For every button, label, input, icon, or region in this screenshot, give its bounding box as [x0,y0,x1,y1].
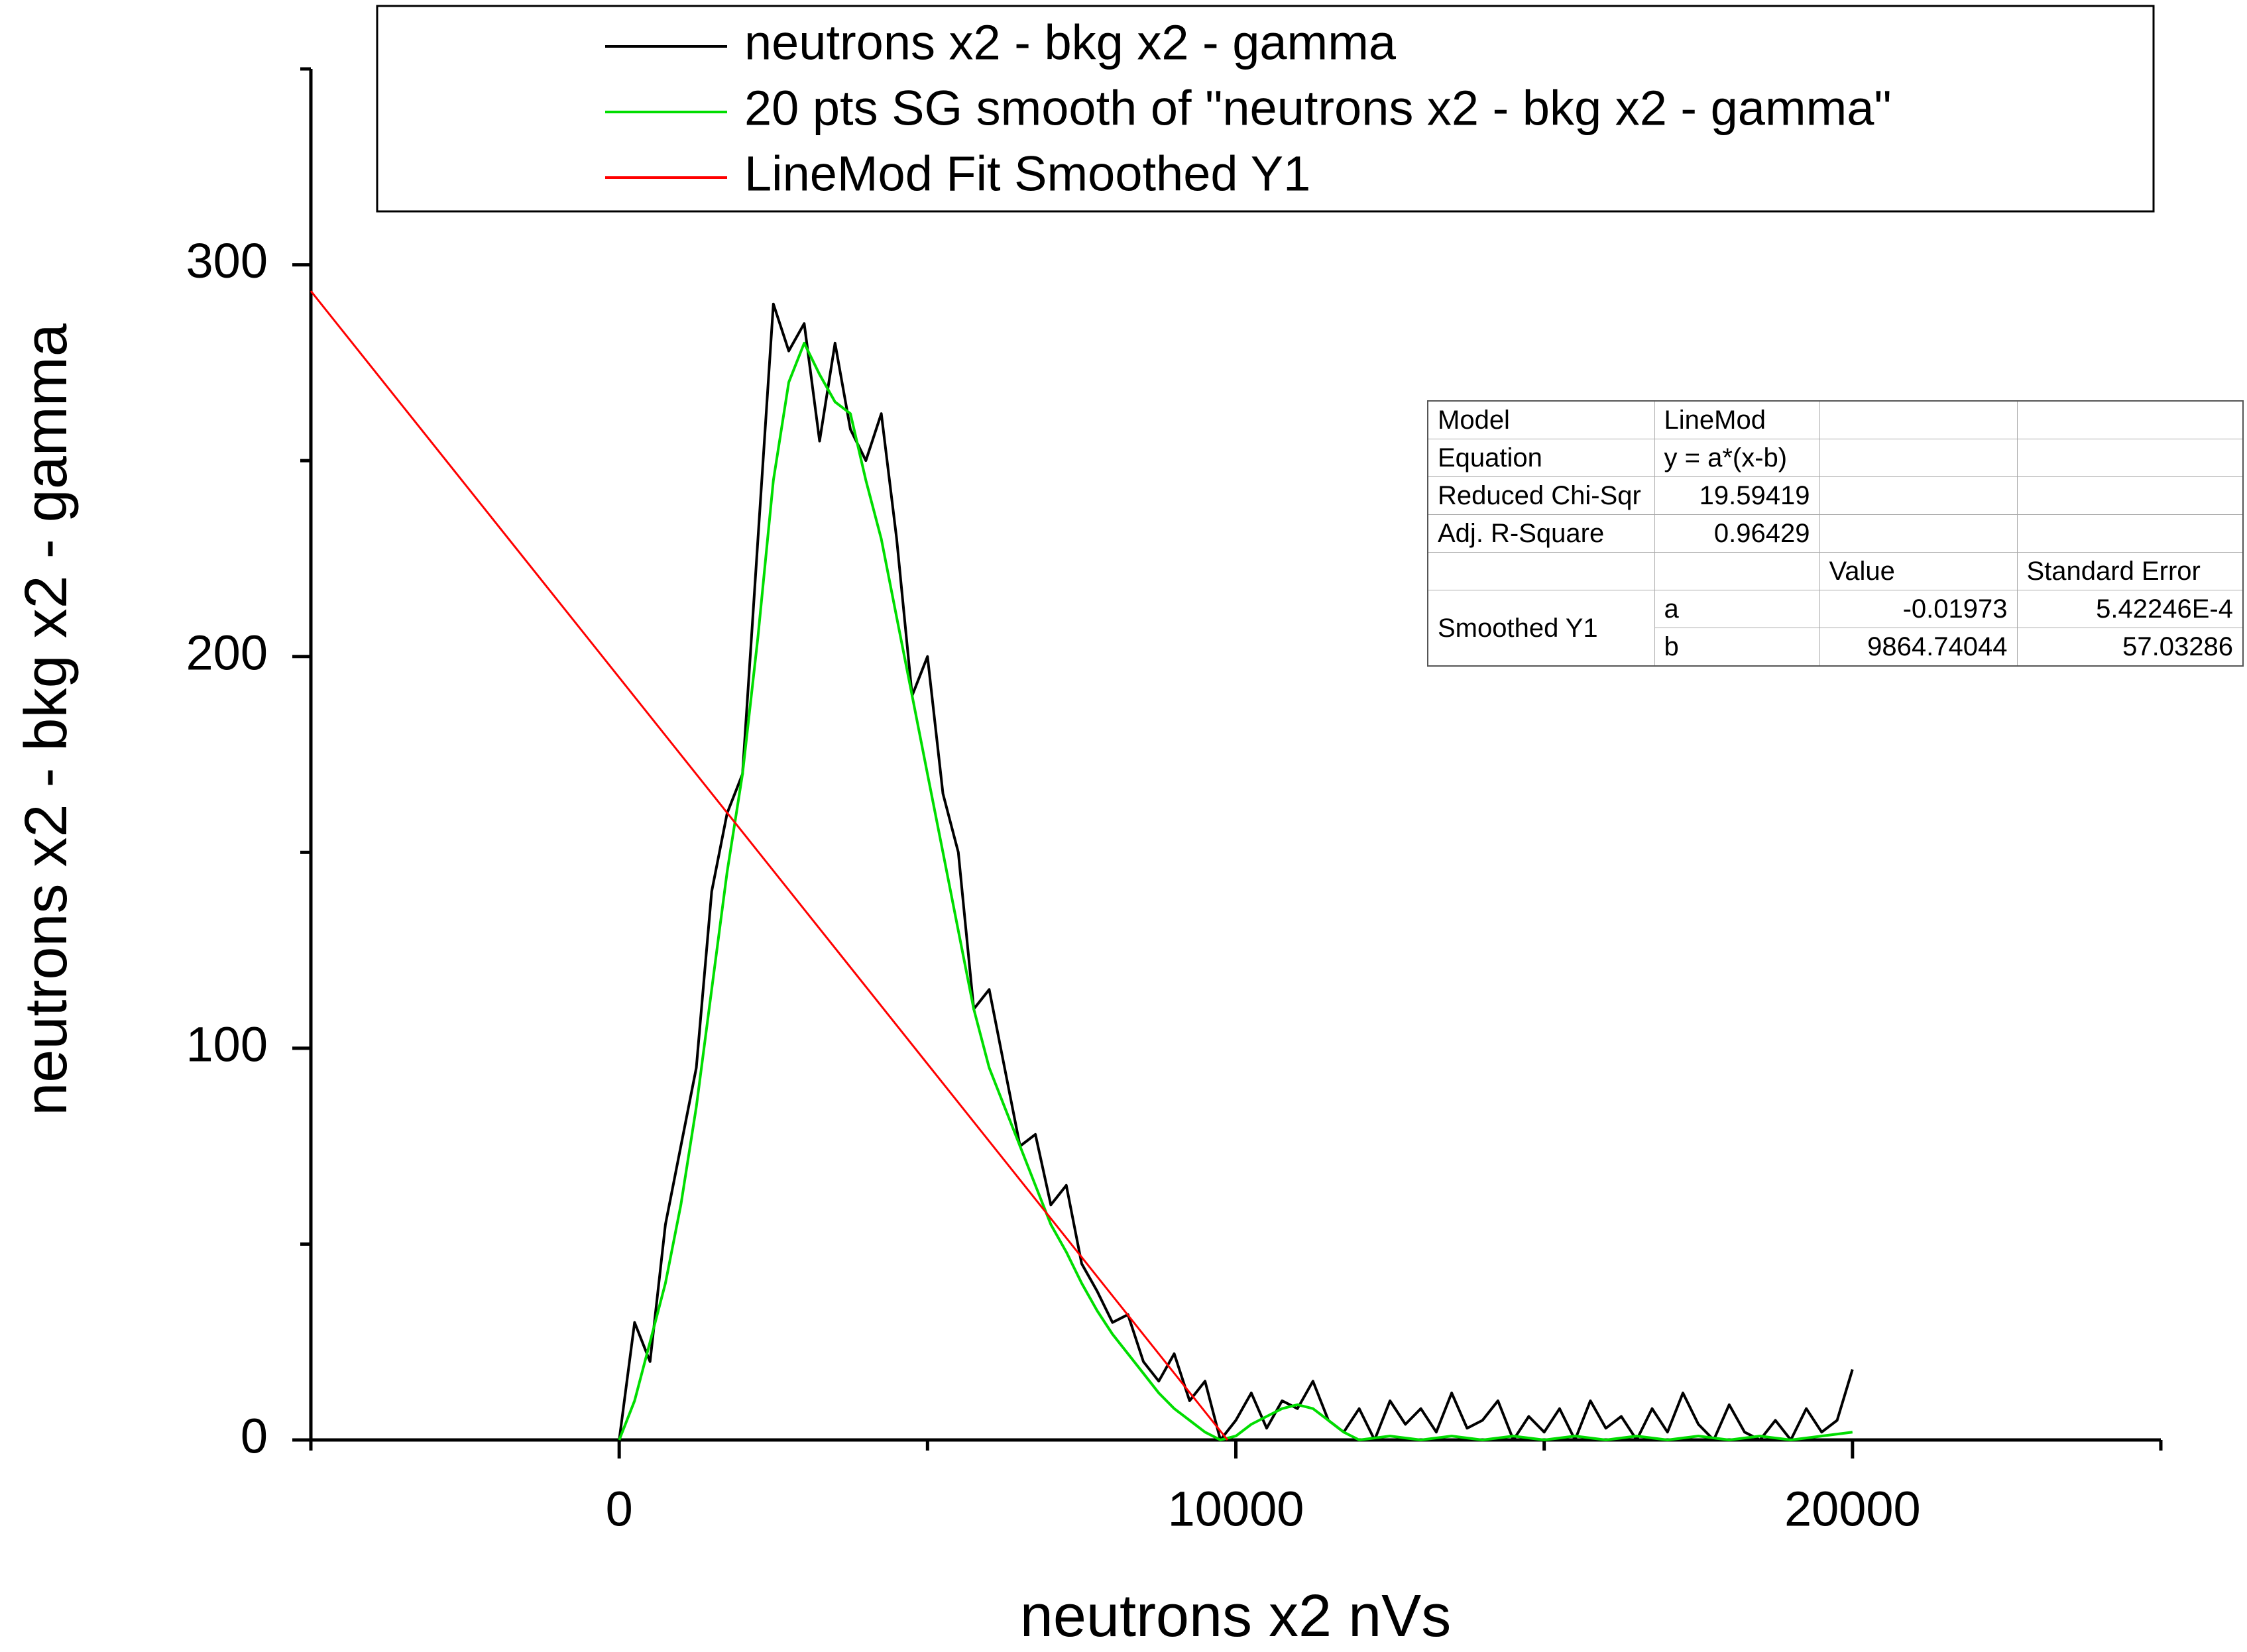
x-tick-label: 0 [606,1482,633,1537]
cell: a [1654,590,1820,628]
y-tick-label: 300 [186,233,268,288]
cell: Value [1819,552,2018,590]
cell: Smoothed Y1 [1427,590,1655,667]
cell: Model [1427,400,1655,439]
fit-table: Model LineMod Equation y = a*(x-b) Reduced… [1427,400,2244,667]
cell: Equation [1427,439,1655,477]
cell: -0.01973 [1819,590,2018,628]
cell: 57.03286 [2016,628,2244,667]
y-tick-label: 100 [186,1017,268,1072]
legend-label: neutrons x2 - bkg x2 - gamma [744,15,1397,70]
x-axis-title: neutrons x2 nVs [1020,1583,1451,1649]
y-tick-label: 0 [241,1409,268,1464]
cell: Adj. R-Square [1427,514,1655,553]
cell: b [1654,628,1820,667]
y-axis-title: neutrons x2 - bkg x2 - gamma [13,323,80,1115]
x-tick-label: 10000 [1168,1482,1304,1537]
x-tick-label: 20000 [1784,1482,1921,1537]
cell: y = a*(x-b) [1654,439,1820,477]
legend-label: LineMod Fit Smoothed Y1 [744,146,1310,201]
cell: 0.96429 [1654,514,1820,553]
cell: 5.42246E-4 [2016,590,2244,628]
series-line [618,341,1853,1441]
cell: 19.59419 [1654,476,1820,515]
cell: 9864.74044 [1819,628,2018,667]
series-line [618,302,1854,1441]
cell: Reduced Chi-Sqr [1427,476,1655,515]
cell: LineMod [1654,400,1820,439]
cell: Standard Error [2016,552,2244,590]
legend-label: 20 pts SG smooth of "neutrons x2 - bkg x… [744,81,1892,136]
y-tick-label: 200 [186,625,268,680]
series-line [310,290,1229,1441]
